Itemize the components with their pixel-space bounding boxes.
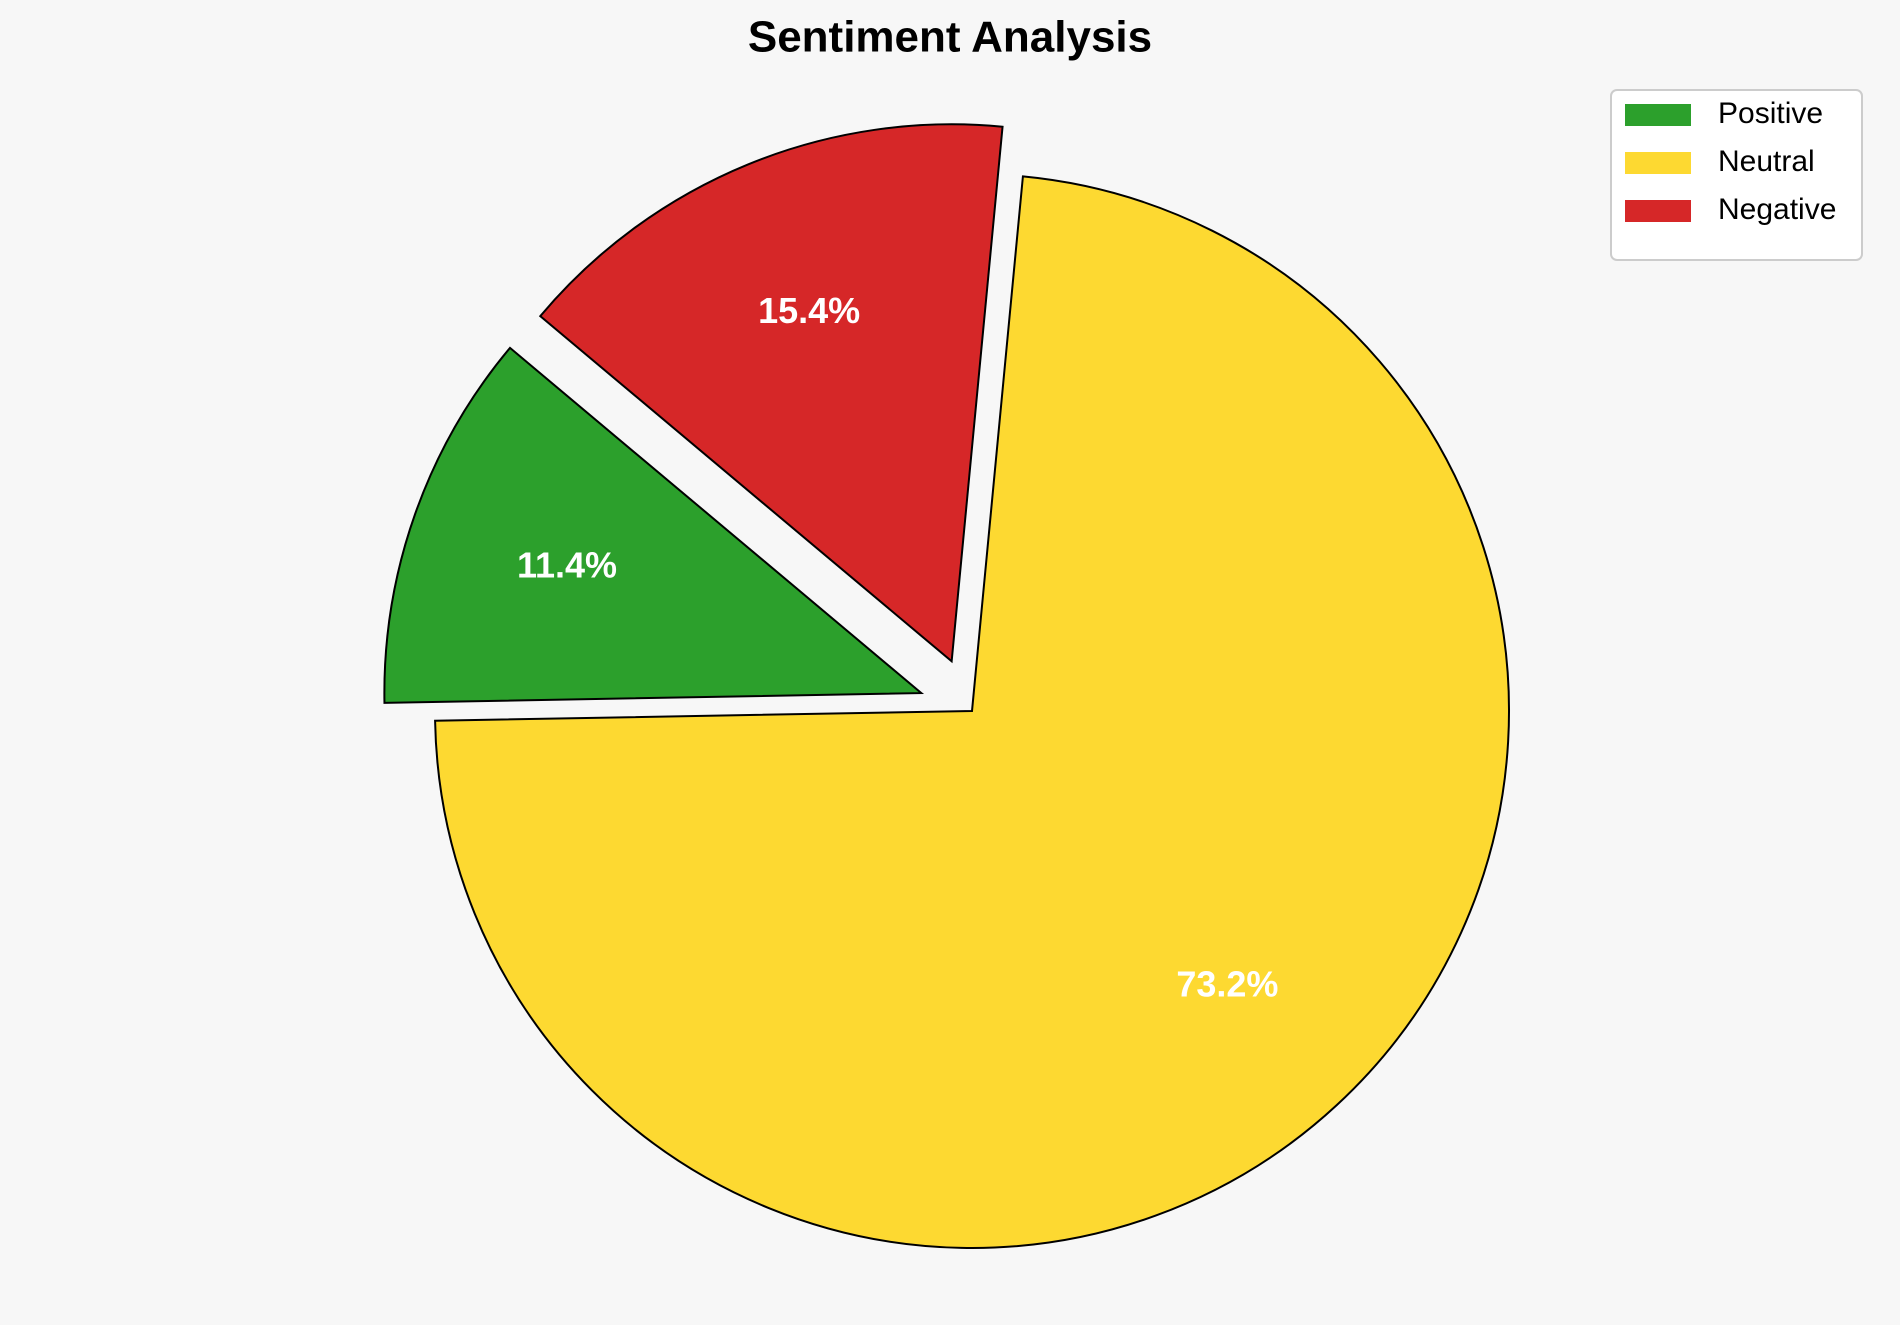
pie-slice xyxy=(538,123,1004,664)
pie-slice xyxy=(383,346,925,704)
legend-label: Neutral xyxy=(1718,145,1815,178)
chart-title: Sentiment Analysis xyxy=(748,13,1152,62)
slice-label: 15.4% xyxy=(758,290,860,331)
legend-swatch xyxy=(1625,104,1691,126)
legend-label: Positive xyxy=(1718,97,1823,130)
legend-label: Negative xyxy=(1718,193,1836,226)
slice-label: 11.4% xyxy=(517,544,617,585)
slice-label: 73.2% xyxy=(1176,963,1278,1004)
legend-swatch xyxy=(1625,152,1691,174)
legend-swatch xyxy=(1625,200,1691,222)
pie-slice xyxy=(434,175,1510,1249)
